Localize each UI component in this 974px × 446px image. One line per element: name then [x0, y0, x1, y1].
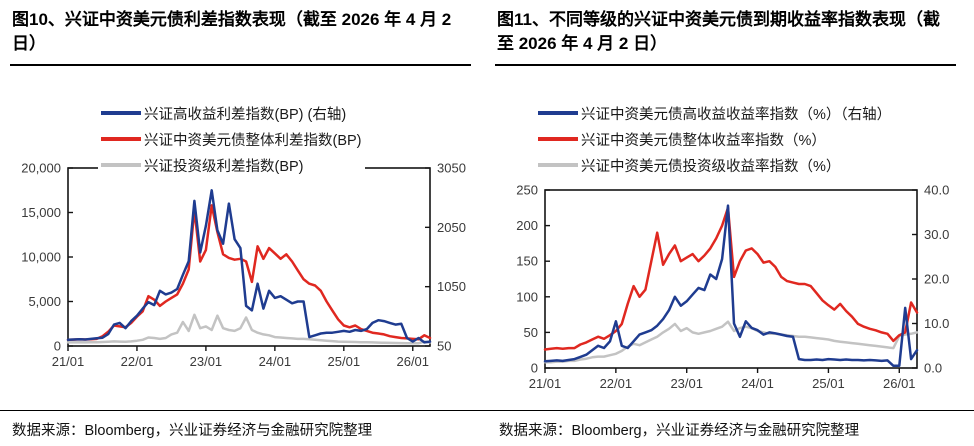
yield-index-chart: 0 50 100 150 200 250 0.0 10.0 20.0 30.0 40.0 21/01 2… [516, 183, 949, 392]
figure-10-legend: 兴证高收益利差指数(BP) (右轴) 兴证中资美元债整体利差指数(BP) 兴证投… [98, 100, 365, 179]
svg-text:30.0: 30.0 [924, 227, 949, 242]
svg-text:20.0: 20.0 [924, 272, 949, 287]
spread-index-chart-area: 0 5,000 10,000 15,000 20,000 50 1050 2050 3050 21… [10, 161, 471, 379]
legend-label: 兴证中资美元债投资级收益率指数（%） [581, 154, 841, 176]
red-line-icon [101, 137, 141, 142]
svg-text:50: 50 [524, 325, 538, 340]
spread-index-chart: 0 5,000 10,000 15,000 20,000 50 1050 2050 3050 21… [21, 161, 466, 370]
svg-text:200: 200 [516, 218, 538, 233]
gray-line-icon [101, 163, 141, 168]
legend-label: 兴证投资级利差指数(BP) [144, 154, 304, 176]
svg-text:250: 250 [516, 184, 538, 198]
figure-11-source: 数据来源：Bloomberg，兴业证券经济与金融研究院整理 [499, 423, 860, 439]
svg-text:25/01: 25/01 [812, 376, 845, 391]
svg-text:0: 0 [54, 339, 61, 354]
svg-text:10.0: 10.0 [924, 316, 949, 331]
gray-line-icon [538, 163, 578, 168]
legend-label: 兴证中资美元债整体利差指数(BP) [144, 128, 362, 150]
navy-line-icon [101, 111, 141, 116]
svg-text:10,000: 10,000 [21, 250, 61, 265]
legend-item-high-yield-spread: 兴证高收益利差指数(BP) (右轴) [98, 100, 365, 127]
svg-text:21/01: 21/01 [529, 376, 562, 391]
legend-item-investment-grade-ytm: 兴证中资美元债投资级收益率指数（%） [535, 152, 895, 179]
svg-text:22/01: 22/01 [600, 376, 633, 391]
svg-text:24/01: 24/01 [259, 354, 292, 369]
figure-10-title: 图10、兴证中资美元债利差指数表现（截至 2026 年 4 月 2 日） [10, 6, 471, 67]
svg-text:5,000: 5,000 [28, 294, 61, 309]
legend-item-high-yield-ytm: 兴证中资美元债高收益收益率指数（%）（右轴） [535, 100, 895, 127]
source-footer: 数据来源：Bloomberg，兴业证券经济与金融研究院整理 数据来源：Bloom… [0, 410, 974, 446]
figure-11-title: 图11、不同等级的兴证中资美元债到期收益率指数表现（截至 2026 年 4 月 … [495, 6, 956, 67]
svg-text:26/01: 26/01 [396, 354, 429, 369]
legend-item-overall-spread: 兴证中资美元债整体利差指数(BP) [98, 126, 365, 153]
svg-text:23/01: 23/01 [670, 376, 703, 391]
svg-text:22/01: 22/01 [121, 354, 154, 369]
svg-text:0.0: 0.0 [924, 361, 942, 376]
legend-label: 兴证高收益利差指数(BP) (右轴) [144, 102, 347, 124]
navy-line-icon [538, 111, 578, 116]
svg-text:25/01: 25/01 [328, 354, 361, 369]
legend-label: 兴证中资美元债高收益收益率指数（%）（右轴） [581, 102, 892, 124]
figure-11-legend: 兴证中资美元债高收益收益率指数（%）（右轴） 兴证中资美元债整体收益率指数（%）… [535, 100, 895, 179]
red-line-icon [538, 137, 578, 142]
svg-text:23/01: 23/01 [190, 354, 223, 369]
svg-text:2050: 2050 [437, 220, 466, 235]
svg-text:1050: 1050 [437, 279, 466, 294]
svg-text:0: 0 [531, 361, 538, 376]
svg-text:24/01: 24/01 [741, 376, 774, 391]
svg-text:100: 100 [516, 290, 538, 305]
svg-text:21/01: 21/01 [52, 354, 85, 369]
legend-label: 兴证中资美元债整体收益率指数（%） [581, 128, 826, 150]
svg-text:3050: 3050 [437, 162, 466, 176]
yield-index-chart-area: 0 50 100 150 200 250 0.0 10.0 20.0 30.0 40.0 21/01 2… [495, 183, 956, 401]
svg-text:26/01: 26/01 [883, 376, 916, 391]
legend-item-investment-grade-spread: 兴证投资级利差指数(BP) [98, 152, 365, 179]
svg-text:50: 50 [437, 339, 451, 354]
legend-item-overall-ytm: 兴证中资美元债整体收益率指数（%） [535, 126, 895, 153]
figure-panels: 图10、兴证中资美元债利差指数表现（截至 2026 年 4 月 2 日） 兴证高… [0, 0, 974, 401]
svg-text:150: 150 [516, 254, 538, 269]
svg-text:20,000: 20,000 [21, 162, 61, 176]
figure-11-panel: 图11、不同等级的兴证中资美元债到期收益率指数表现（截至 2026 年 4 月 … [487, 0, 974, 401]
svg-text:15,000: 15,000 [21, 205, 61, 220]
figure-10-source: 数据来源：Bloomberg，兴业证券经济与金融研究院整理 [12, 423, 373, 439]
svg-text:40.0: 40.0 [924, 184, 949, 198]
figure-10-panel: 图10、兴证中资美元债利差指数表现（截至 2026 年 4 月 2 日） 兴证高… [0, 0, 487, 401]
